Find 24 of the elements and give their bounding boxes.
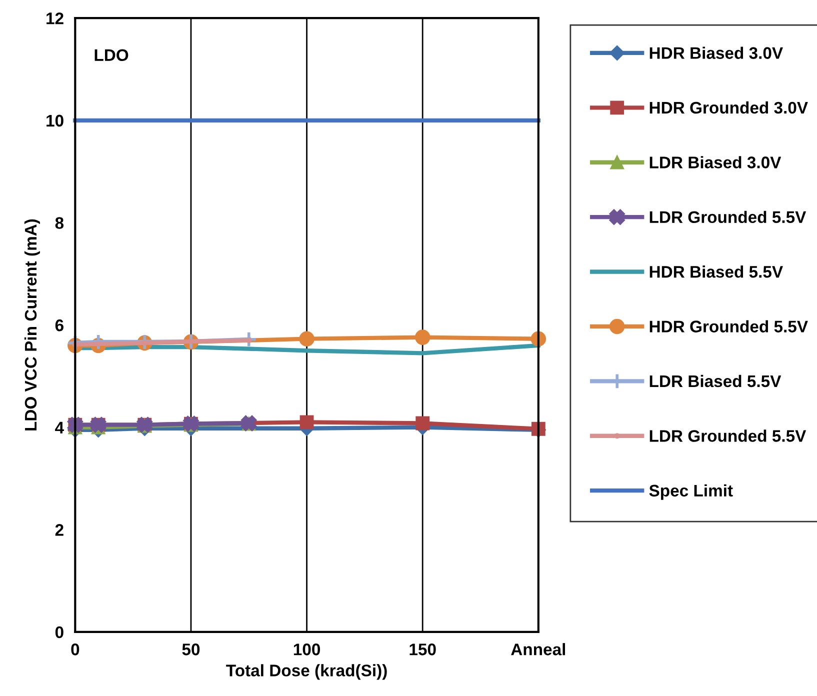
legend-label: LDR Grounded 5.5V	[650, 210, 806, 224]
y-tick-label: 12	[46, 12, 64, 24]
x-axis-title: Total Dose (krad(Si))	[226, 664, 387, 680]
y-tick-label: 10	[46, 114, 64, 127]
y-axis-title: LDO VCC Pin Current (mA)	[24, 219, 40, 430]
x-tick-label: 150	[410, 644, 436, 656]
y-tick-label: 4	[55, 422, 64, 434]
x-tick-label: 50	[182, 644, 200, 656]
legend-label: HDR Grounded 5.5V	[650, 320, 808, 332]
y-tick-label: 2	[55, 524, 64, 536]
legend-label: HDR Biased 3.0V	[650, 46, 783, 59]
legend-label: LDR Grounded 5.5V	[650, 430, 806, 442]
legend-label: LDR Biased 5.5V	[650, 374, 782, 388]
x-tick-label: 0	[71, 644, 80, 656]
y-tick-label: 8	[55, 217, 64, 229]
legend-label: Spec Limit	[649, 484, 733, 500]
annotation: LDO	[94, 49, 128, 62]
y-tick-label: 0	[55, 626, 64, 638]
legend-label: HDR Biased 5.5V	[650, 266, 783, 278]
legend-label: LDR Biased 3.0V	[650, 156, 782, 168]
legend-label: HDR Grounded 3.0V	[650, 101, 808, 114]
x-tick-label: Anneal	[511, 643, 566, 656]
x-tick-label: 100	[294, 644, 320, 656]
y-tick-label: 6	[55, 319, 64, 332]
